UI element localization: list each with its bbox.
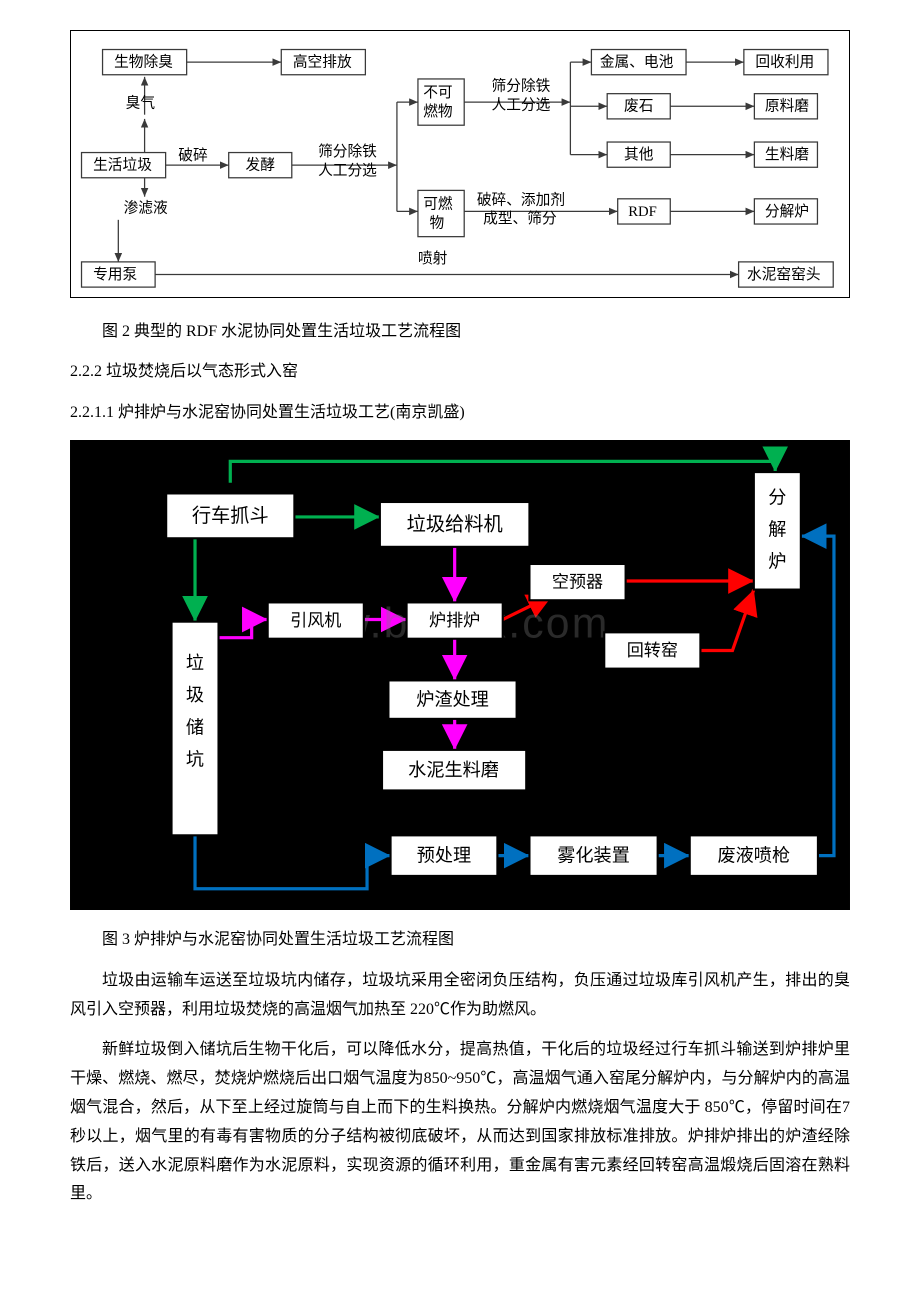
label-sort2b: 人工分选 — [492, 97, 551, 114]
svg-text:圾: 圾 — [186, 685, 204, 705]
label-proc-b: 成型、筛分 — [483, 210, 557, 227]
node-bio-deodor: 生物除臭 — [114, 54, 173, 71]
node-burn-b: 物 — [430, 214, 445, 231]
node-fan: 引风机 — [290, 611, 341, 630]
node-rdf: RDF — [628, 204, 657, 220]
figure-2-caption: 图 2 典型的 RDF 水泥协同处置生活垃圾工艺流程图 — [70, 318, 850, 347]
node-pump: 专用泵 — [93, 266, 137, 283]
section-222: 2.2.2 垃圾焚烧后以气态形式入窑 — [70, 358, 850, 387]
node-metal: 金属、电池 — [600, 54, 674, 71]
label-sort2a: 筛分除铁 — [492, 78, 551, 95]
node-air-pre: 空预器 — [552, 573, 603, 592]
node-life-waste: 生活垃圾 — [93, 157, 152, 174]
figure-3: www.bdocx.com 行车抓斗 垃圾给料机 空预器 引风机 炉排炉 回转窑… — [70, 440, 850, 910]
node-grate: 炉排炉 — [429, 611, 480, 630]
node-slag: 炉渣处理 — [416, 689, 489, 709]
figure-2-svg: 生物除臭 高空排放 臭气 生活垃圾 破碎 发酵 筛分除铁 人工分选 不可 燃物 … — [71, 39, 849, 297]
svg-text:坑: 坑 — [186, 749, 204, 769]
svg-text:炉: 炉 — [768, 552, 786, 572]
node-other: 其他 — [624, 146, 654, 163]
paragraph-2: 新鲜垃圾倒入储坑后生物干化后，可以降低水分，提高热值，干化后的垃圾经过行车抓斗输… — [70, 1036, 850, 1209]
node-ferment: 发酵 — [246, 157, 276, 174]
node-spray-gun: 废液喷枪 — [718, 845, 791, 865]
label-crush: 破碎 — [178, 147, 208, 164]
svg-text:储: 储 — [186, 717, 204, 737]
svg-text:分: 分 — [768, 488, 786, 508]
node-kiln-head: 水泥窑窑头 — [747, 266, 821, 283]
label-sort1b: 人工分选 — [318, 162, 377, 179]
section-22111: 2.2.1.1 炉排炉与水泥窑协同处置生活垃圾工艺(南京凯盛) — [70, 399, 850, 428]
figure-3-svg: www.bdocx.com 行车抓斗 垃圾给料机 空预器 引风机 炉排炉 回转窑… — [70, 440, 850, 910]
node-crane: 行车抓斗 — [192, 505, 269, 527]
node-nonburn-a: 不可 — [423, 85, 452, 101]
node-waste-rock: 废石 — [624, 98, 653, 115]
figure-3-caption: 图 3 炉排炉与水泥窑协同处置生活垃圾工艺流程图 — [70, 926, 850, 955]
node-rotary: 回转窑 — [627, 641, 678, 660]
node-leachate: 渗滤液 — [124, 200, 168, 217]
node-raw-mill2: 生料磨 — [765, 146, 809, 163]
paragraph-1: 垃圾由运输车运送至垃圾坑内储存，垃圾坑采用全密闭负压结构，负压通过垃圾库引风机产… — [70, 967, 850, 1025]
node-burn-a: 可燃 — [423, 194, 453, 212]
label-spray: 喷射 — [418, 250, 448, 267]
label-proc-a: 破碎、添加剂 — [477, 191, 565, 208]
node-odor: 臭气 — [126, 95, 156, 112]
label-sort1a: 筛分除铁 — [318, 143, 377, 160]
node-recycle: 回收利用 — [755, 54, 814, 71]
node-atomize: 雾化装置 — [557, 845, 630, 865]
svg-text:解: 解 — [768, 520, 786, 540]
node-decomp: 分解炉 — [765, 203, 809, 220]
node-high-emit: 高空排放 — [293, 54, 352, 71]
node-feeder: 垃圾给料机 — [407, 514, 503, 536]
svg-text:垃: 垃 — [186, 653, 204, 673]
node-pretreat: 预处理 — [417, 845, 471, 865]
node-raw-mill: 原料磨 — [765, 98, 809, 115]
node-nonburn-b: 燃物 — [423, 102, 452, 120]
node-rawmill: 水泥生料磨 — [408, 760, 499, 780]
figure-2: 生物除臭 高空排放 臭气 生活垃圾 破碎 发酵 筛分除铁 人工分选 不可 燃物 … — [70, 30, 850, 298]
